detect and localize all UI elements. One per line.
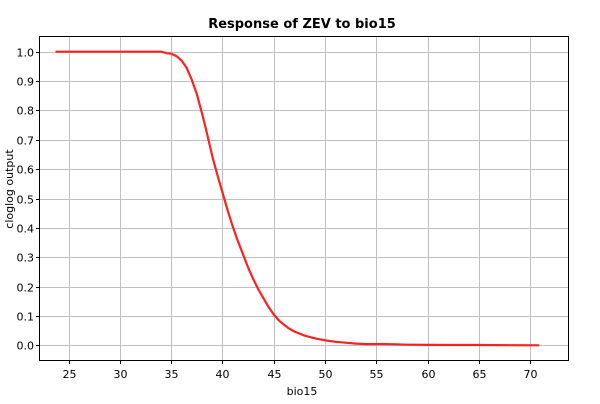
y-tick-label: 0.8 [17, 105, 35, 118]
y-tick-label: 0.6 [17, 164, 35, 177]
y-tick-label: 1.0 [17, 47, 35, 60]
y-tick-label: 0.0 [17, 340, 35, 353]
x-tick-label: 65 [473, 368, 487, 381]
series-layer [55, 50, 540, 347]
x-tick-label: 60 [422, 368, 436, 381]
tick-layer: 25 30 35 40 45 50 55 60 65 70 0.0 0.1 0.2 0.3 0.4 0.5 0.… [17, 47, 538, 382]
x-tick-label: 35 [165, 368, 179, 381]
x-tick-label: 25 [63, 368, 77, 381]
y-tick-label: 0.3 [17, 252, 35, 265]
x-tick-label: 40 [216, 368, 230, 381]
x-tick-label: 45 [268, 368, 282, 381]
x-tick-label: 70 [524, 368, 538, 381]
y-tick-label: 0.5 [17, 194, 35, 207]
y-tick-label: 0.7 [17, 135, 35, 148]
x-tick-label: 30 [114, 368, 128, 381]
y-axis-label: cloglog output [3, 149, 16, 229]
x-tick-label: 50 [319, 368, 333, 381]
response-curve [55, 50, 540, 347]
x-axis-label: bio15 [287, 385, 318, 398]
y-tick-label: 0.1 [17, 311, 35, 324]
x-tick-label: 55 [370, 368, 384, 381]
grid-layer [40, 37, 568, 360]
plot-area [39, 36, 569, 361]
chart-title: Response of ZEV to bio15 [208, 17, 396, 32]
y-tick-label: 0.4 [17, 223, 35, 236]
y-tick-label: 0.9 [17, 76, 35, 89]
y-tick-label: 0.2 [17, 282, 35, 295]
